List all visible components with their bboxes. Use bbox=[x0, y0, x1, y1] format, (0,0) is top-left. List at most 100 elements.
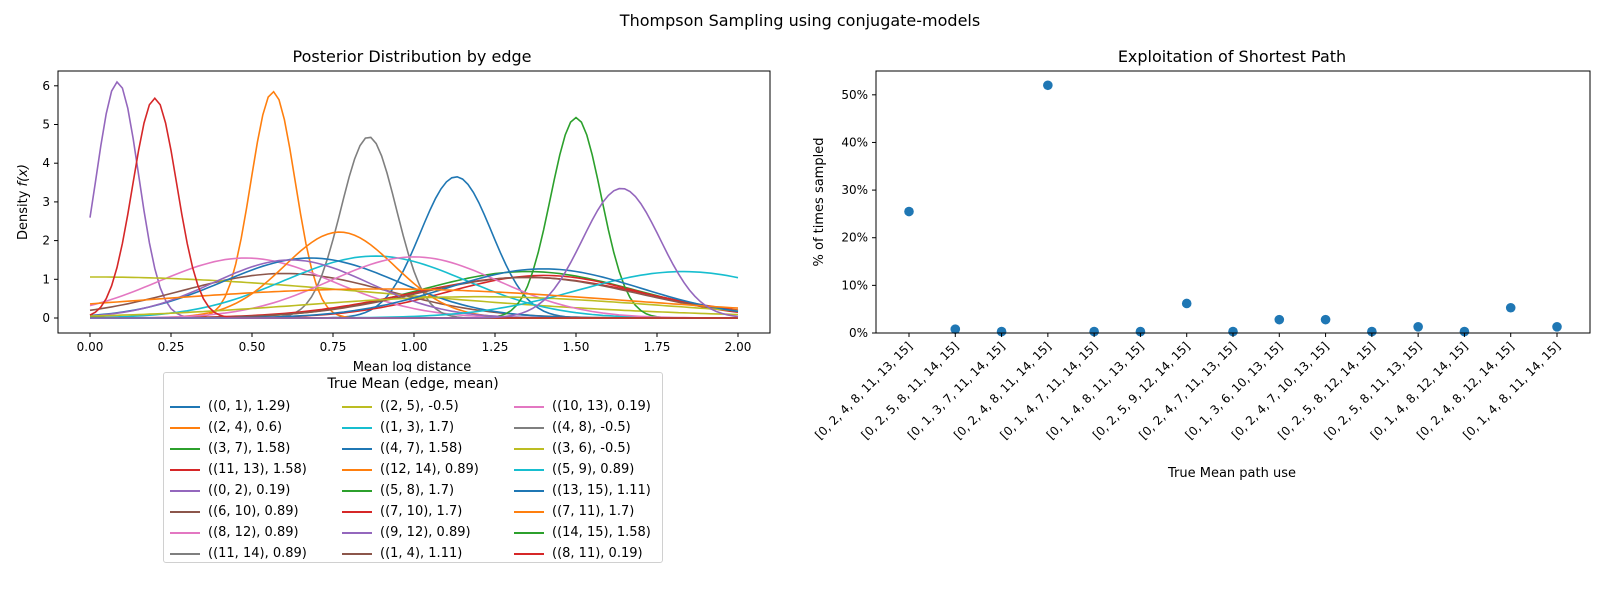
x-tick-label: 0.00 bbox=[77, 340, 104, 354]
legend-item: ((7, 11), 1.7) bbox=[514, 501, 664, 522]
legend-item: ((4, 8), -0.5) bbox=[514, 417, 664, 438]
x-tick-label: 1.00 bbox=[401, 340, 428, 354]
legend-item: ((1, 4), 1.11) bbox=[342, 543, 514, 564]
density-y-axis-label-math: f(x) bbox=[16, 164, 31, 186]
density-legend: True Mean (edge, mean) ((0, 1), 1.29) ((2… bbox=[163, 372, 663, 563]
legend-label: ((7, 11), 1.7) bbox=[552, 504, 635, 519]
density-chart: Posterior Distribution by edge 0.00 0.25 0… bbox=[16, 47, 771, 375]
y-tick-label: 50% bbox=[841, 88, 868, 102]
legend-label: ((8, 12), 0.89) bbox=[208, 525, 299, 540]
scatter-point bbox=[1274, 314, 1285, 325]
legend-label: ((1, 3), 1.7) bbox=[380, 420, 455, 435]
y-tick-label: 2 bbox=[42, 234, 50, 248]
legend-label: ((12, 14), 0.89) bbox=[380, 462, 479, 477]
exploitation-x-axis-label: True Mean path use bbox=[1167, 466, 1296, 481]
legend-swatch bbox=[170, 426, 200, 429]
exploitation-y-axis-label: % of times sampled bbox=[812, 138, 827, 267]
scatter-point bbox=[1181, 298, 1192, 309]
legend-swatch bbox=[170, 552, 200, 555]
exploitation-points bbox=[904, 80, 1562, 337]
legend-label: ((4, 8), -0.5) bbox=[552, 420, 631, 435]
legend-item: ((9, 12), 0.89) bbox=[342, 522, 514, 543]
legend-label: ((0, 1), 1.29) bbox=[208, 399, 291, 414]
legend-label: ((6, 10), 0.89) bbox=[208, 504, 299, 519]
legend-item: ((13, 15), 1.11) bbox=[514, 480, 664, 501]
legend-swatch bbox=[170, 447, 200, 450]
scatter-point bbox=[1089, 326, 1099, 337]
x-tick-label: 1.25 bbox=[482, 340, 509, 354]
legend-label: ((10, 13), 0.19) bbox=[552, 399, 651, 414]
legend-label: ((11, 14), 0.89) bbox=[208, 546, 307, 561]
x-tick-label: 0.75 bbox=[320, 340, 347, 354]
y-tick-label: 30% bbox=[841, 183, 868, 197]
legend-label: ((3, 7), 1.58) bbox=[208, 441, 291, 456]
scatter-point bbox=[1367, 326, 1377, 337]
legend-swatch bbox=[342, 468, 372, 471]
density-x-axis-label: Mean log distance bbox=[353, 360, 472, 375]
legend-swatch bbox=[514, 552, 544, 555]
legend-swatch bbox=[342, 552, 372, 555]
x-tick-label: 1.50 bbox=[563, 340, 590, 354]
density-line bbox=[89, 288, 739, 309]
legend-swatch bbox=[342, 489, 372, 492]
scatter-point bbox=[1459, 326, 1470, 337]
density-y-axis-label: Density f(x) bbox=[16, 164, 31, 240]
exploitation-chart-title: Exploitation of Shortest Path bbox=[1118, 47, 1346, 66]
density-lines bbox=[89, 80, 739, 319]
legend-item: ((14, 15), 1.58) bbox=[514, 522, 664, 543]
legend-swatch bbox=[170, 489, 200, 492]
y-tick-label: 40% bbox=[841, 135, 868, 149]
y-tick-label: 6 bbox=[42, 79, 50, 93]
density-line bbox=[89, 255, 738, 319]
y-tick-label: 4 bbox=[42, 156, 50, 170]
legend-item: ((6, 10), 0.89) bbox=[170, 501, 342, 522]
scatter-point bbox=[1413, 322, 1423, 332]
legend-swatch bbox=[170, 405, 200, 408]
y-tick-label: 1 bbox=[42, 272, 50, 286]
x-tick-label: 2.00 bbox=[725, 340, 752, 354]
scatter-point bbox=[950, 324, 961, 334]
scatter-point bbox=[904, 206, 914, 217]
density-chart-title: Posterior Distribution by edge bbox=[293, 47, 532, 66]
legend-swatch bbox=[342, 405, 372, 408]
legend-label: ((1, 4), 1.11) bbox=[380, 546, 463, 561]
x-tick-label: 1.75 bbox=[644, 340, 671, 354]
legend-swatch bbox=[514, 447, 544, 450]
legend-label: ((9, 12), 0.89) bbox=[380, 525, 471, 540]
legend-label: ((0, 2), 0.19) bbox=[208, 483, 291, 498]
legend-item: ((2, 4), 0.6) bbox=[170, 417, 342, 438]
exploitation-y-ticks: 0% 10% 20% 30% 40% 50% bbox=[841, 88, 876, 340]
legend-item: ((11, 13), 1.58) bbox=[170, 459, 342, 480]
y-tick-label: 10% bbox=[841, 278, 868, 292]
density-line bbox=[89, 295, 739, 317]
y-tick-label: 0% bbox=[849, 326, 868, 340]
density-y-axis-label-text: Density bbox=[16, 186, 31, 240]
legend-item: ((4, 7), 1.58) bbox=[342, 438, 514, 459]
legend-swatch bbox=[342, 447, 372, 450]
legend-title: True Mean (edge, mean) bbox=[327, 376, 499, 392]
y-tick-label: 5 bbox=[42, 118, 50, 132]
legend-swatch bbox=[170, 531, 200, 534]
legend-item: ((5, 8), 1.7) bbox=[342, 480, 514, 501]
legend-item: ((8, 12), 0.89) bbox=[170, 522, 342, 543]
density-line bbox=[90, 187, 739, 319]
density-x-ticks: 0.00 0.25 0.50 0.75 1.00 1.25 1.50 1.75 2.00 bbox=[77, 333, 752, 354]
scatter-point bbox=[1228, 326, 1238, 337]
legend-item: ((1, 3), 1.7) bbox=[342, 417, 514, 438]
scatter-point bbox=[1320, 314, 1331, 325]
scatter-point bbox=[1043, 80, 1053, 91]
legend-item: ((8, 11), 0.19) bbox=[514, 543, 664, 564]
y-tick-label: 20% bbox=[841, 231, 868, 245]
scatter-point bbox=[996, 326, 1007, 337]
legend-swatch bbox=[342, 531, 372, 534]
legend-item: ((11, 14), 0.89) bbox=[170, 543, 342, 564]
y-tick-label: 0 bbox=[42, 311, 50, 325]
y-tick-label: 3 bbox=[42, 195, 50, 209]
legend-item: ((3, 6), -0.5) bbox=[514, 438, 664, 459]
legend-swatch bbox=[170, 510, 200, 513]
density-y-ticks: 0 1 2 3 4 5 6 bbox=[42, 79, 58, 325]
legend-swatch bbox=[514, 510, 544, 513]
legend-label: ((5, 8), 1.7) bbox=[380, 483, 455, 498]
legend-label: ((7, 10), 1.7) bbox=[380, 504, 463, 519]
